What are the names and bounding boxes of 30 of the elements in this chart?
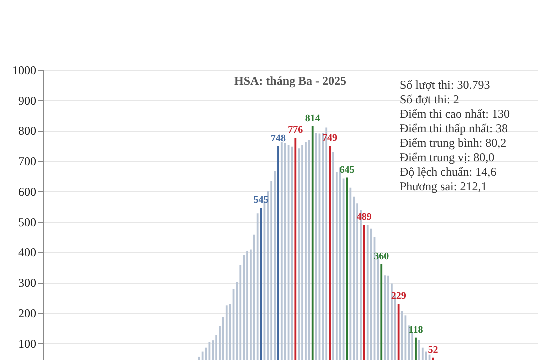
y-tick-label: 400 [18,246,36,260]
data-label: 749 [322,133,338,144]
y-tick-label: 600 [18,184,36,199]
annotation: Số lượt thi: 30.793 [400,78,490,92]
data-label: 748 [270,134,286,145]
annotation: Số đợt thi: 2 [400,92,460,106]
annotation: Phương sai: 212,1 [400,180,488,194]
data-label: 489 [356,212,372,224]
y-tick-label: 100 [18,336,36,351]
data-label: 814 [305,113,320,124]
y-tick-label: 500 [18,215,36,230]
data-label: 360 [374,251,390,262]
data-label: 645 [340,164,355,176]
y-tick-label: 200 [18,306,36,320]
y-tick-label: 300 [18,276,36,290]
annotation: Điểm trung vị: 80,0 [400,150,495,164]
annotation: Điểm thi thấp nhất: 38 [400,122,508,136]
data-label: 545 [254,195,269,206]
data-label: 118 [408,324,424,336]
y-tick-label: 800 [18,124,36,138]
chart-title: HSA: tháng Ba - 2025 [234,74,347,88]
data-label: 776 [288,125,304,136]
data-label: 52 [428,344,438,356]
y-tick-label: 900 [18,94,36,108]
annotation: Điểm thi cao nhất: 130 [400,107,510,121]
y-tick-label: 1000 [12,64,36,78]
annotation: Độ lệch chuẩn: 14,6 [400,165,497,179]
y-tick-label: 700 [18,154,36,169]
data-label: 229 [391,291,406,302]
annotation: Điểm trung bình: 80,2 [400,136,507,150]
